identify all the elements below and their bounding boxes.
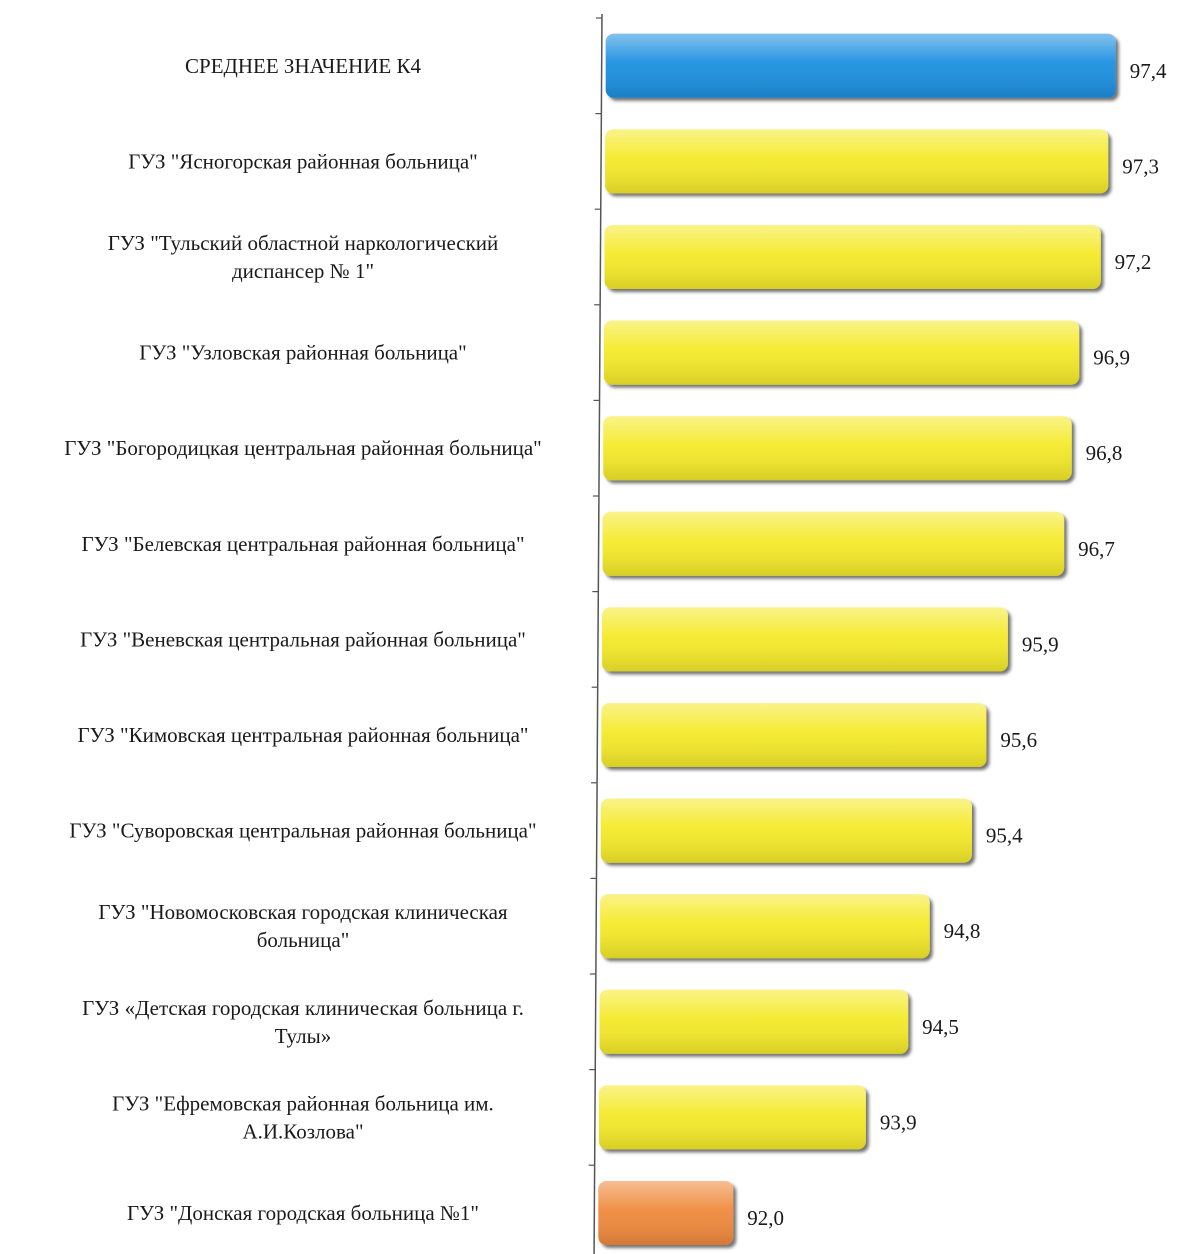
category-label-line: больница" [257, 928, 350, 952]
bar [599, 989, 909, 1054]
bar [598, 1085, 866, 1150]
value-label: 96,7 [1078, 537, 1115, 561]
bar-shine [598, 1085, 866, 1150]
bar-shine [599, 989, 909, 1054]
bar-shine [603, 416, 1072, 481]
value-label: 94,5 [922, 1015, 959, 1039]
category-label-line: ГУЗ "Ясногорская районная больница" [128, 149, 478, 173]
category-label: ГУЗ "Богородицкая центральная районная б… [64, 436, 542, 460]
category-label-line: ГУЗ "Узловская районная больница" [139, 341, 466, 365]
value-label: 95,9 [1022, 632, 1059, 656]
bar [600, 894, 930, 959]
category-label: ГУЗ "Донская городская больница №1" [127, 1201, 479, 1225]
category-label: ГУЗ "Новомосковская городская клиническа… [98, 900, 508, 952]
bar-shine [600, 798, 972, 863]
category-label: ГУЗ "Кимовская центральная районная боль… [78, 723, 529, 747]
bar-shine [602, 607, 1008, 672]
value-labels: 97,4 97,3 97,2 96,9 96,8 96,7 95,9 95,6 95,4 94,8… [747, 59, 1167, 1230]
bar-shine [603, 320, 1080, 385]
y-axis-line [593, 13, 603, 1254]
category-label: СРЕДНЕЕ ЗНАЧЕНИЕ К4 [185, 54, 421, 78]
bar [604, 225, 1101, 289]
bar [601, 703, 987, 767]
category-label: ГУЗ "Суворовская центральная районная бо… [69, 819, 536, 843]
category-label: ГУЗ "Узловская районная больница" [139, 341, 466, 365]
category-label-line: ГУЗ "Богородицкая центральная районная б… [64, 436, 542, 460]
bar [602, 607, 1008, 672]
value-label: 97,3 [1122, 154, 1159, 178]
category-label-line: ГУЗ "Донская городская больница №1" [127, 1201, 479, 1225]
category-label-line: ГУЗ "Тульский областной наркологический [108, 231, 499, 255]
bars [598, 33, 1116, 1245]
value-label: 97,2 [1115, 250, 1152, 274]
bar-shine [605, 129, 1109, 194]
category-label-line: ГУЗ "Белевская центральная районная боль… [81, 532, 524, 556]
value-label: 96,8 [1086, 441, 1123, 465]
bar [603, 416, 1072, 481]
category-label: ГУЗ "Веневская центральная районная боль… [80, 627, 526, 651]
value-label: 96,9 [1093, 346, 1130, 370]
bar [605, 129, 1109, 194]
category-label-line: Тулы» [275, 1024, 331, 1048]
category-label: ГУЗ «Детская городская клиническая больн… [82, 996, 524, 1048]
category-label: ГУЗ "Ефремовская районная больница им. А.… [112, 1091, 494, 1143]
value-label: 94,8 [944, 919, 981, 943]
bar-shine [598, 1181, 734, 1245]
bar [605, 33, 1116, 98]
value-label: 93,9 [880, 1110, 917, 1134]
bar-shine [605, 33, 1116, 98]
bar-shine [602, 511, 1065, 576]
category-label-line: ГУЗ "Новомосковская городская клиническа… [98, 900, 508, 924]
category-label-line: ГУЗ "Веневская центральная районная боль… [80, 627, 526, 651]
category-label-line: диспансер № 1" [232, 259, 374, 283]
value-label: 92,0 [747, 1206, 784, 1230]
bar [602, 511, 1065, 576]
category-label-line: ГУЗ "Ефремовская районная больница им. [112, 1091, 494, 1115]
bar [600, 798, 972, 863]
category-labels: СРЕДНЕЕ ЗНАЧЕНИЕ К4 ГУЗ "Ясногорская райо… [64, 54, 542, 1225]
bar-shine [600, 894, 930, 959]
category-label-line: СРЕДНЕЕ ЗНАЧЕНИЕ К4 [185, 54, 421, 78]
bar [603, 320, 1080, 385]
category-label-line: ГУЗ "Суворовская центральная районная бо… [69, 819, 536, 843]
y-axis [588, 13, 603, 1254]
value-label: 95,6 [1000, 728, 1037, 752]
bar [598, 1181, 734, 1245]
category-label-line: ГУЗ «Детская городская клиническая больн… [82, 996, 524, 1020]
value-label: 97,4 [1130, 59, 1167, 83]
category-label: ГУЗ "Белевская центральная районная боль… [81, 532, 524, 556]
category-label-line: ГУЗ "Кимовская центральная районная боль… [78, 723, 529, 747]
category-label-line: А.И.Козлова" [242, 1119, 363, 1143]
bar-shine [604, 225, 1101, 289]
category-label: ГУЗ "Тульский областной наркологический д… [108, 231, 499, 283]
bar-shine [601, 703, 987, 767]
category-label: ГУЗ "Ясногорская районная больница" [128, 149, 478, 173]
value-label: 95,4 [986, 824, 1023, 848]
